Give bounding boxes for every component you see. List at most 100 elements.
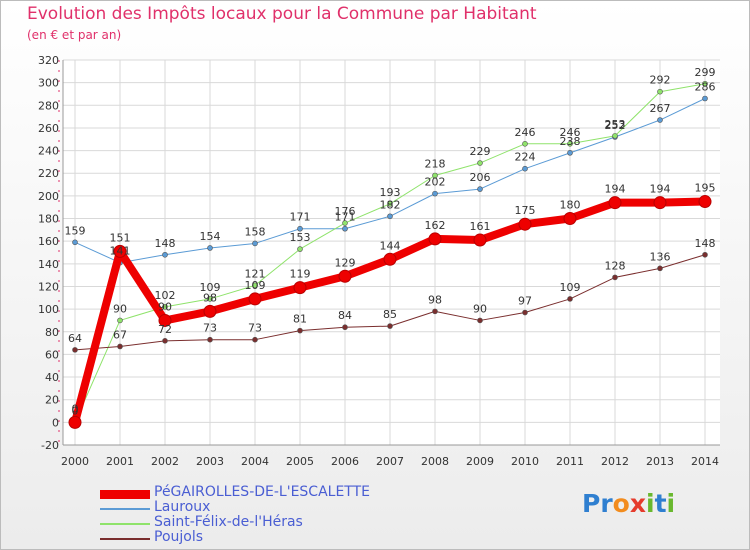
data-label: 182 <box>380 198 401 211</box>
y-tick-label: 0 <box>52 416 59 429</box>
data-point <box>432 308 438 315</box>
y-tick-label: 40 <box>45 371 59 384</box>
y-tick-label: 100 <box>38 303 59 316</box>
x-tick-label: 2006 <box>331 455 359 468</box>
plot-area <box>63 60 720 445</box>
x-tick-label: 2008 <box>421 455 449 468</box>
x-tick-label: 2002 <box>151 455 179 468</box>
data-label: 267 <box>650 102 671 115</box>
data-label: 246 <box>560 126 581 139</box>
data-label: 154 <box>200 230 221 243</box>
data-point <box>657 265 663 272</box>
logo-letter: i <box>646 489 655 518</box>
data-label: 158 <box>245 225 266 238</box>
data-label: 195 <box>695 182 716 195</box>
data-label: 0 <box>72 402 79 415</box>
data-point <box>162 304 168 310</box>
data-label: 253 <box>605 118 626 131</box>
y-tick-label: 120 <box>38 280 59 293</box>
data-point <box>117 317 123 324</box>
data-point <box>342 225 348 232</box>
y-tick-label: 180 <box>38 213 59 226</box>
data-point <box>428 232 442 246</box>
series-poujols <box>72 251 708 353</box>
data-point <box>387 213 393 220</box>
chart-subtitle: (en € et par an) <box>27 28 122 42</box>
logo-letter: o <box>612 489 630 518</box>
data-point <box>657 117 663 123</box>
x-tick-label: 2000 <box>61 455 89 468</box>
data-label: 224 <box>515 151 536 164</box>
data-point <box>522 165 528 172</box>
legend-label: Lauroux <box>154 499 211 515</box>
data-point <box>702 95 708 102</box>
data-label: 171 <box>290 211 311 224</box>
data-point <box>702 80 708 87</box>
x-tick-label: 2004 <box>241 455 269 468</box>
data-label: 102 <box>155 289 176 302</box>
logo-letter: P <box>582 489 601 518</box>
data-point <box>563 212 577 226</box>
data-point <box>203 304 217 318</box>
data-point <box>117 343 123 350</box>
data-point <box>72 239 78 246</box>
data-point <box>698 195 712 209</box>
data-point <box>342 324 348 331</box>
data-label: 194 <box>605 183 626 196</box>
data-label: 109 <box>200 281 221 294</box>
data-point <box>612 133 618 139</box>
data-label: 64 <box>68 332 82 345</box>
data-label: 85 <box>383 308 397 321</box>
proxiti-logo: Proxiti <box>582 489 675 518</box>
data-label: 161 <box>470 220 491 233</box>
data-label: 194 <box>650 183 671 196</box>
logo-letter: x <box>629 489 646 518</box>
data-label: 67 <box>113 328 127 341</box>
data-label: 136 <box>650 250 671 263</box>
data-label: 162 <box>425 219 446 232</box>
data-label: 129 <box>335 256 356 269</box>
y-tick-label: 20 <box>45 394 59 407</box>
data-point <box>522 140 528 147</box>
data-label: 119 <box>290 268 311 281</box>
y-tick-label: 80 <box>45 326 59 339</box>
data-point <box>473 233 487 247</box>
x-tick-label: 2003 <box>196 455 224 468</box>
y-tick-label: 60 <box>45 348 59 361</box>
x-tick-label: 2007 <box>376 455 404 468</box>
data-point <box>608 196 622 210</box>
data-label: 72 <box>158 323 172 336</box>
x-tick-label: 2010 <box>511 455 539 468</box>
data-point <box>518 217 532 231</box>
data-label: 286 <box>695 81 716 94</box>
legend-label: Poujols <box>154 529 204 545</box>
data-point <box>207 336 213 343</box>
y-tick-label: 220 <box>38 167 59 180</box>
data-label: 121 <box>245 267 266 280</box>
data-point <box>612 274 618 281</box>
logo-letter: r <box>600 489 613 518</box>
data-point <box>567 296 573 302</box>
data-point <box>162 338 168 344</box>
data-point <box>567 150 573 156</box>
data-label: 90 <box>113 302 127 315</box>
data-point <box>387 201 393 207</box>
data-point <box>522 309 528 316</box>
data-label: 90 <box>473 302 487 315</box>
x-tick-label: 2001 <box>106 455 134 468</box>
y-tick-label: 200 <box>38 190 59 203</box>
data-label: 175 <box>515 204 536 217</box>
data-point <box>158 313 172 327</box>
data-point <box>477 160 483 166</box>
data-label: 109 <box>560 281 581 294</box>
data-label: 252 <box>605 119 626 132</box>
data-point <box>432 190 438 197</box>
data-label: 148 <box>155 237 176 250</box>
x-tick-label: 2014 <box>691 455 719 468</box>
legend-label: PéGAIROLLES-DE-L'ESCALETTE <box>154 484 371 500</box>
y-tick-label: 240 <box>38 145 59 158</box>
data-point <box>338 269 352 283</box>
legend-swatch <box>100 523 150 525</box>
data-point <box>653 196 667 210</box>
data-label: 148 <box>695 237 716 250</box>
